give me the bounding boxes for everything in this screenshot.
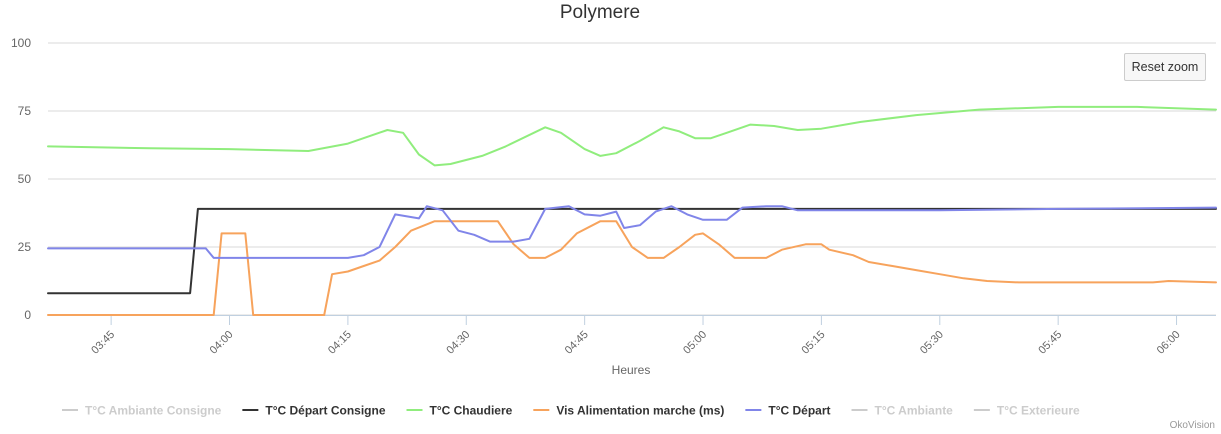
legend-label: T°C Chaudiere	[430, 404, 513, 418]
series-line	[47, 207, 1217, 295]
y-tick-label: 75	[18, 104, 32, 118]
x-tick-label: 05:15	[800, 329, 828, 357]
legend-item[interactable]: T°C Ambiante Consigne	[62, 404, 222, 418]
legend-label: T°C Départ	[768, 404, 830, 418]
y-tick-label: 25	[18, 240, 32, 254]
x-tick-label: 03:45	[89, 329, 117, 357]
grid-lines	[48, 42, 1216, 316]
x-tick-label: 04:45	[563, 329, 591, 357]
legend-label: T°C Départ Consigne	[265, 404, 385, 418]
x-tick-label: 04:15	[326, 329, 354, 357]
legend: T°C Ambiante Consigne T°C Départ Consigne…	[62, 404, 1080, 418]
legend-label: Vis Alimentation marche (ms)	[556, 404, 724, 418]
legend-label: T°C Ambiante	[875, 404, 954, 418]
legend-item[interactable]: Vis Alimentation marche (ms)	[533, 404, 724, 418]
reset-zoom-button[interactable]: Reset zoom	[1124, 53, 1206, 81]
series-line	[47, 205, 1217, 259]
x-tick-label: 05:45	[1036, 329, 1064, 357]
legend-item[interactable]: T°C Chaudiere	[406, 404, 513, 418]
legend-item[interactable]: T°C Départ Consigne	[242, 404, 386, 418]
y-tick-label: 100	[11, 36, 31, 50]
x-tick-label: 06:00	[1155, 329, 1183, 357]
legend-item[interactable]: T°C Exterieure	[973, 404, 1080, 418]
y-axis: 0 25 50 75 100	[11, 36, 31, 322]
x-tick-label: 05:30	[918, 329, 946, 357]
series-line	[47, 105, 1217, 167]
x-axis-label: Heures	[612, 363, 651, 377]
chart-title: Polymere	[560, 2, 640, 23]
legend-item[interactable]: T°C Départ	[745, 404, 831, 418]
x-tick-label: 04:30	[444, 329, 472, 357]
legend-label: T°C Ambiante Consigne	[85, 404, 222, 418]
y-tick-label: 0	[24, 308, 31, 322]
series-line	[47, 220, 1217, 316]
x-tick-label: 04:00	[208, 329, 236, 357]
y-tick-label: 50	[18, 172, 32, 186]
legend-label: T°C Exterieure	[997, 404, 1080, 418]
x-axis: 03:45 04:00 04:15 04:30 04:45 05:00 05:15 05:30…	[48, 315, 1216, 357]
plot-series	[47, 105, 1217, 316]
legend-item[interactable]: T°C Ambiante	[851, 404, 954, 418]
credits[interactable]: OkoVision	[1170, 420, 1215, 431]
x-tick-label: 05:00	[681, 329, 709, 357]
